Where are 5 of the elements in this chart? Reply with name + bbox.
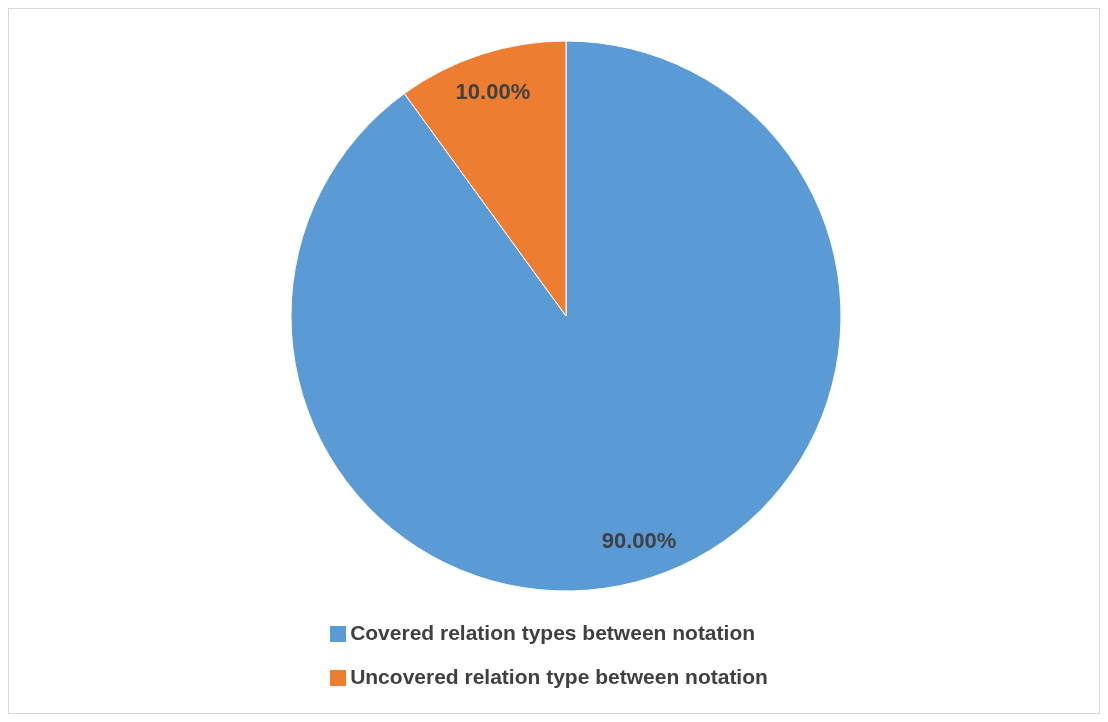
legend-label: Uncovered relation type between notation [350, 665, 768, 688]
pie-slice [290, 40, 842, 592]
data-label: 90.00% [601, 528, 677, 554]
data-label: 10.00% [455, 78, 531, 104]
legend-label: Covered relation types between notation [350, 621, 756, 644]
